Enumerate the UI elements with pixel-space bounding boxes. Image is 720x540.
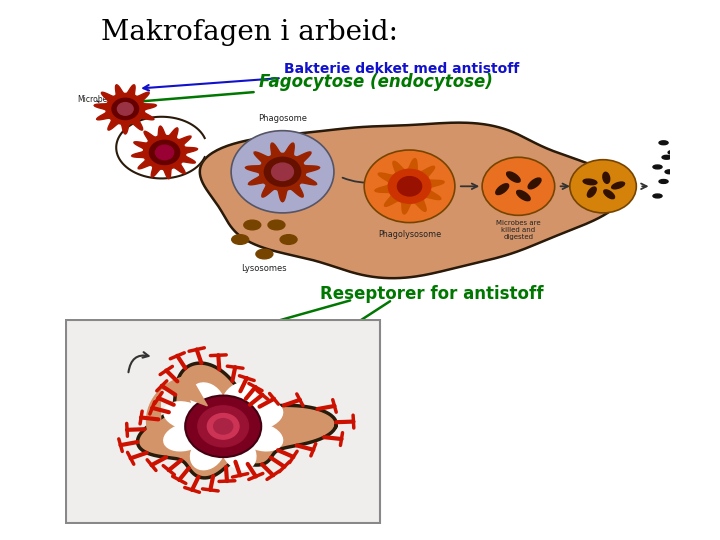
Polygon shape — [94, 85, 156, 134]
Circle shape — [198, 406, 248, 447]
Polygon shape — [246, 143, 320, 202]
Circle shape — [397, 177, 422, 196]
Ellipse shape — [507, 172, 520, 182]
Text: Phagolysosome: Phagolysosome — [378, 230, 441, 239]
Ellipse shape — [222, 435, 256, 470]
Circle shape — [231, 131, 334, 213]
Ellipse shape — [662, 156, 671, 159]
Circle shape — [156, 145, 174, 160]
Ellipse shape — [244, 220, 261, 230]
Circle shape — [364, 150, 455, 222]
Ellipse shape — [240, 402, 283, 429]
Ellipse shape — [583, 179, 597, 185]
Circle shape — [207, 414, 239, 439]
Ellipse shape — [528, 178, 541, 189]
Circle shape — [271, 163, 294, 180]
Ellipse shape — [659, 179, 668, 184]
Ellipse shape — [256, 249, 273, 259]
Text: Bakterie dekket med antistoff: Bakterie dekket med antistoff — [143, 62, 520, 91]
FancyBboxPatch shape — [66, 320, 380, 523]
Polygon shape — [200, 123, 624, 278]
Circle shape — [214, 418, 233, 434]
Circle shape — [117, 103, 133, 115]
Ellipse shape — [665, 170, 674, 174]
Polygon shape — [138, 363, 336, 478]
Text: Lysosomes: Lysosomes — [242, 264, 287, 273]
Ellipse shape — [604, 190, 615, 199]
Text: Microbe: Microbe — [77, 94, 107, 104]
Ellipse shape — [280, 235, 297, 244]
Text: Makrofagen i arbeid:: Makrofagen i arbeid: — [101, 19, 397, 46]
Ellipse shape — [496, 184, 508, 194]
Ellipse shape — [191, 435, 225, 470]
Circle shape — [388, 170, 431, 203]
Polygon shape — [375, 159, 444, 214]
Circle shape — [570, 160, 636, 213]
Polygon shape — [132, 126, 197, 179]
Ellipse shape — [232, 235, 248, 244]
Ellipse shape — [163, 423, 207, 451]
Polygon shape — [147, 376, 207, 454]
Ellipse shape — [163, 402, 207, 429]
Ellipse shape — [653, 165, 662, 169]
Ellipse shape — [222, 383, 256, 417]
Ellipse shape — [653, 194, 662, 198]
Ellipse shape — [240, 423, 283, 451]
Circle shape — [482, 157, 554, 215]
Circle shape — [264, 157, 301, 186]
Text: Microbes are
killed and
digested: Microbes are killed and digested — [496, 220, 541, 240]
Text: Phagosome: Phagosome — [258, 114, 307, 124]
Ellipse shape — [588, 187, 596, 197]
Ellipse shape — [668, 151, 677, 154]
Ellipse shape — [612, 182, 624, 189]
Ellipse shape — [659, 141, 668, 145]
Circle shape — [185, 395, 261, 457]
Ellipse shape — [268, 220, 285, 230]
Ellipse shape — [517, 191, 530, 201]
Circle shape — [150, 140, 180, 165]
Polygon shape — [116, 117, 204, 178]
Ellipse shape — [191, 383, 225, 417]
Circle shape — [112, 98, 138, 119]
Ellipse shape — [603, 172, 610, 183]
Text: Reseptorer for antistoff: Reseptorer for antistoff — [320, 285, 544, 303]
Text: Fagocytose (endocytose): Fagocytose (endocytose) — [132, 73, 493, 105]
